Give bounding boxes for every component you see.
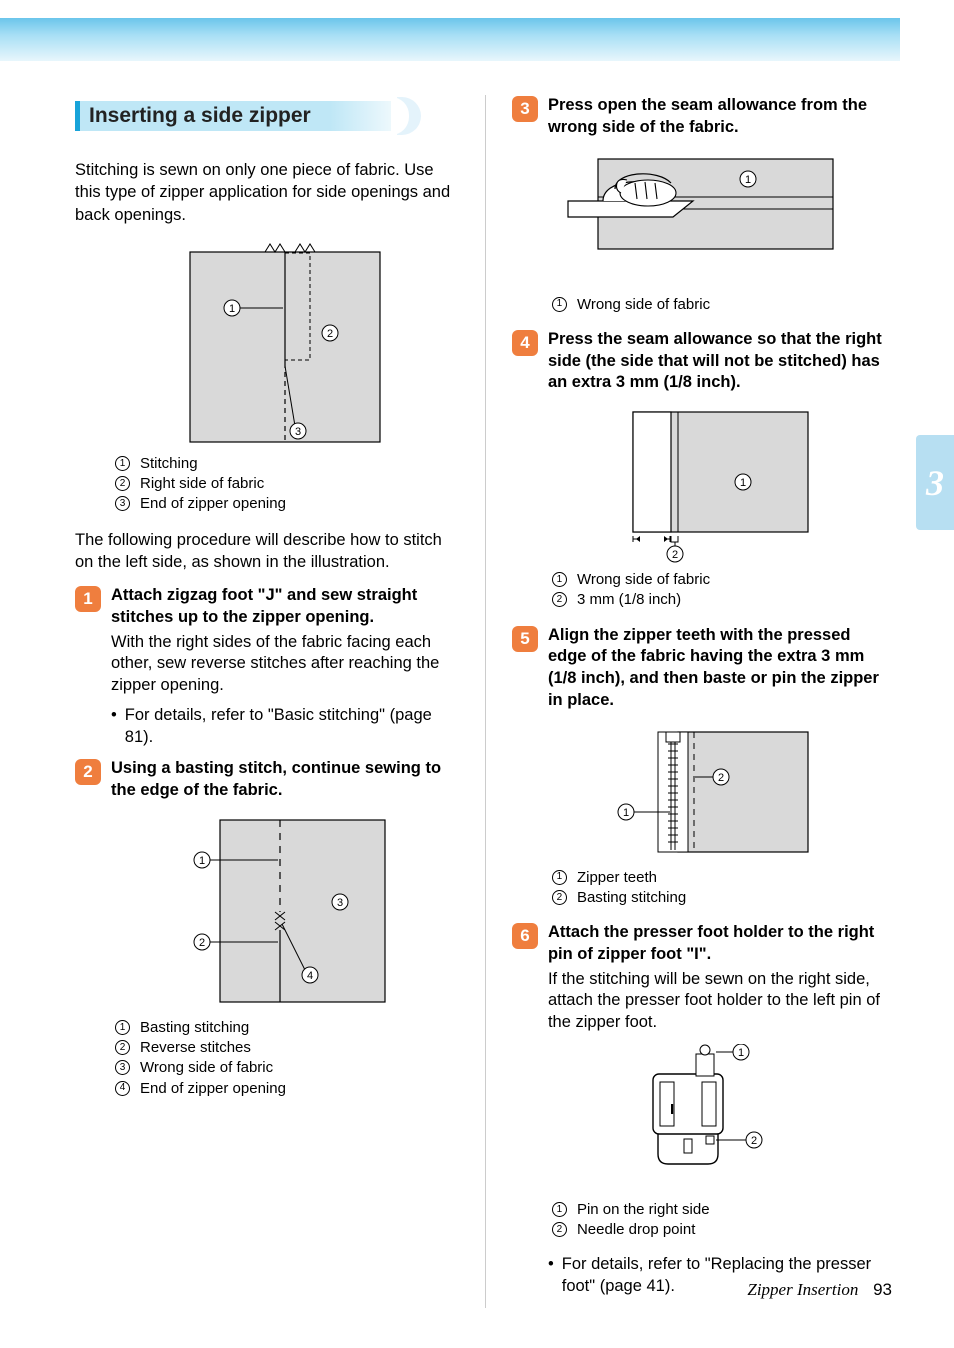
svg-text:I: I — [670, 1101, 674, 1118]
figure-2: 1 2 3 4 — [75, 812, 455, 1012]
callout-text: Right side of fabric — [140, 474, 264, 494]
figure-6-callouts: 1Pin on the right side 2Needle drop poin… — [552, 1200, 885, 1241]
svg-text:1: 1 — [745, 174, 751, 186]
step-bold: Press open the seam allowance from the w… — [548, 96, 867, 136]
svg-text:2: 2 — [327, 328, 333, 340]
callout-text: End of zipper opening — [140, 494, 286, 514]
para-2: The following procedure will describe ho… — [75, 529, 455, 574]
figure-3-callouts: 1Wrong side of fabric — [552, 295, 885, 315]
svg-text:1: 1 — [229, 303, 235, 315]
section-heading-text: Inserting a side zipper — [75, 95, 455, 137]
right-column: 3 Press open the seam allowance from the… — [485, 95, 885, 1308]
intro-text: Stitching is sewn on only one piece of f… — [75, 159, 455, 226]
step-2: 2 Using a basting stitch, continue sewin… — [75, 758, 455, 802]
callout-text: Stitching — [140, 454, 198, 474]
figure-5: 1 2 — [512, 722, 885, 862]
page: 3 Inserting a side zipper Stitching is s… — [0, 0, 954, 1348]
svg-text:3: 3 — [295, 426, 301, 438]
content: Inserting a side zipper Stitching is sew… — [75, 95, 885, 1308]
figure-1: 1 2 3 — [75, 238, 455, 448]
step-1-bullet: •For details, refer to "Basic stitching"… — [111, 705, 455, 749]
step-3: 3 Press open the seam allowance from the… — [512, 95, 885, 139]
svg-text:2: 2 — [672, 549, 678, 561]
callout-text: Reverse stitches — [140, 1038, 251, 1058]
step-1: 1 Attach zigzag foot "J" and sew straigh… — [75, 585, 455, 697]
step-plain: With the right sides of the fabric facin… — [111, 632, 455, 697]
svg-text:2: 2 — [199, 937, 205, 949]
callout-text: Wrong side of fabric — [577, 295, 710, 315]
svg-text:3: 3 — [337, 897, 343, 909]
callout-text: Basting stitching — [577, 888, 686, 908]
step-bold: Align the zipper teeth with the pressed … — [548, 626, 879, 709]
step-number-badge: 6 — [512, 923, 538, 949]
svg-text:1: 1 — [199, 855, 205, 867]
svg-text:4: 4 — [307, 970, 313, 982]
step-number-badge: 3 — [512, 96, 538, 122]
footer: Zipper Insertion 93 — [747, 1280, 892, 1300]
figure-1-callouts: 1Stitching 2Right side of fabric 3End of… — [115, 454, 455, 515]
callout-text: Needle drop point — [577, 1220, 695, 1240]
step-number-badge: 1 — [75, 586, 101, 612]
chapter-tab: 3 — [916, 435, 954, 530]
callout-text: Zipper teeth — [577, 868, 657, 888]
step-6: 6 Attach the presser foot holder to the … — [512, 922, 885, 1034]
figure-4: 1 2 — [512, 404, 885, 564]
step-4: 4 Press the seam allowance so that the r… — [512, 329, 885, 394]
top-banner — [0, 18, 900, 61]
svg-text:1: 1 — [738, 1047, 744, 1059]
callout-text: Wrong side of fabric — [140, 1058, 273, 1078]
callout-text: End of zipper opening — [140, 1079, 286, 1099]
step-5: 5 Align the zipper teeth with the presse… — [512, 625, 885, 712]
callout-text: Pin on the right side — [577, 1200, 710, 1220]
step-number-badge: 5 — [512, 626, 538, 652]
left-column: Inserting a side zipper Stitching is sew… — [75, 95, 455, 1308]
figure-5-callouts: 1Zipper teeth 2Basting stitching — [552, 868, 885, 909]
figure-4-callouts: 1Wrong side of fabric 23 mm (1/8 inch) — [552, 570, 885, 611]
svg-text:1: 1 — [740, 477, 746, 489]
bullet-text: For details, refer to "Basic stitching" … — [125, 705, 455, 749]
step-plain: If the stitching will be sewn on the rig… — [548, 969, 885, 1034]
step-bold: Attach the presser foot holder to the ri… — [548, 923, 874, 963]
figure-2-callouts: 1Basting stitching 2Reverse stitches 3Wr… — [115, 1018, 455, 1099]
step-bold: Press the seam allowance so that the rig… — [548, 330, 882, 392]
svg-text:2: 2 — [718, 772, 724, 784]
footer-title: Zipper Insertion — [747, 1280, 858, 1299]
figure-3: 1 — [512, 149, 885, 289]
svg-text:1: 1 — [623, 807, 629, 819]
section-heading: Inserting a side zipper — [75, 95, 455, 137]
callout-text: Wrong side of fabric — [577, 570, 710, 590]
svg-text:2: 2 — [751, 1135, 757, 1147]
step-bold: Using a basting stitch, continue sewing … — [111, 759, 441, 799]
callout-text: 3 mm (1/8 inch) — [577, 590, 681, 610]
footer-page-number: 93 — [873, 1280, 892, 1299]
step-number-badge: 4 — [512, 330, 538, 356]
callout-text: Basting stitching — [140, 1018, 249, 1038]
step-bold: Attach zigzag foot "J" and sew straight … — [111, 586, 417, 626]
step-number-badge: 2 — [75, 759, 101, 785]
figure-6: I 1 2 — [512, 1044, 885, 1194]
